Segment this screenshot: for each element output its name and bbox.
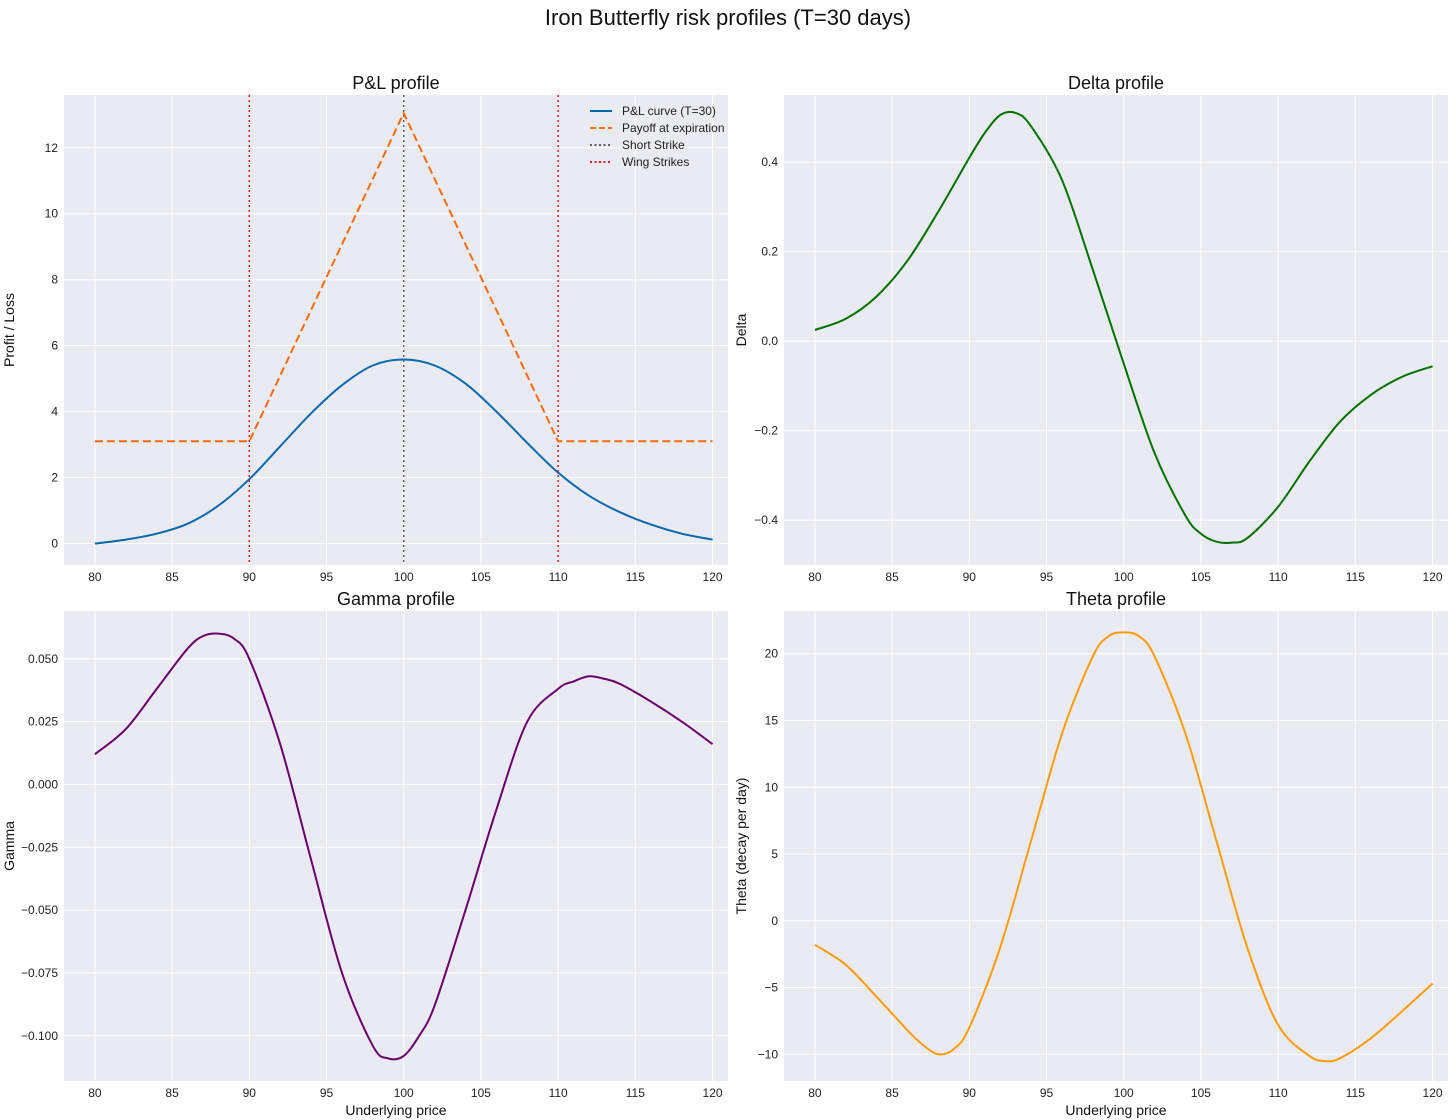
x-tick-label: 110: [1269, 1086, 1288, 1100]
x-tick-label: 115: [1346, 1086, 1365, 1100]
series-line: [94, 112, 713, 443]
x-tick-label: 100: [394, 570, 414, 584]
y-tick-label: 0: [51, 537, 58, 551]
y-tick-label: 0.0: [761, 334, 778, 348]
x-tick-label: 115: [1346, 570, 1365, 584]
x-tick-label: 105: [1191, 1086, 1211, 1100]
series-line: [94, 632, 714, 1061]
plot-area: [64, 95, 728, 565]
y-tick-label: 20: [765, 647, 779, 661]
plot-area: [784, 95, 1448, 565]
y-tick-label: −0.025: [21, 840, 58, 854]
series-line: [94, 358, 713, 545]
x-tick-label: 120: [703, 1086, 723, 1100]
y-tick-label: −0.100: [21, 1029, 58, 1043]
x-tick-label: 90: [243, 1086, 257, 1100]
x-tick-label: 80: [808, 570, 822, 584]
plot-area: [784, 611, 1448, 1081]
x-tick-label: 110: [1269, 570, 1288, 584]
y-tick-label: 15: [765, 713, 779, 727]
y-axis-label: Gamma: [1, 821, 17, 871]
x-tick-label: 85: [885, 1086, 899, 1100]
y-tick-label: 0.000: [28, 777, 58, 791]
y-tick-label: 10: [765, 780, 779, 794]
legend-label: Wing Strikes: [622, 155, 689, 169]
y-tick-label: 0.2: [761, 245, 778, 259]
panel-gamma: 80 85 90 95 100 105 110 115 120 −0.100 −0.075 −0.05…: [1, 589, 728, 1118]
y-tick-label: 2: [51, 471, 58, 485]
y-tick-label: 0.025: [28, 715, 58, 729]
y-tick-label: 4: [51, 405, 58, 419]
x-tick-label: 120: [1423, 1086, 1443, 1100]
axes-title: Delta profile: [1068, 73, 1164, 93]
x-tick-label: 95: [1040, 1086, 1054, 1100]
y-tick-label: 6: [51, 339, 58, 353]
x-tick-label: 100: [1114, 1086, 1134, 1100]
y-tick-label: −0.2: [754, 424, 778, 438]
x-tick-label: 80: [88, 570, 102, 584]
y-tick-label: −0.050: [21, 903, 58, 917]
legend-label: Payoff at expiration: [622, 121, 725, 135]
series-line: [814, 631, 1434, 1063]
legend-label: P&L curve (T=30): [622, 104, 716, 118]
x-tick-label: 105: [471, 1086, 491, 1100]
x-tick-label: 120: [1423, 570, 1443, 584]
y-tick-label: 0.4: [761, 155, 778, 169]
x-tick-label: 95: [320, 1086, 334, 1100]
x-tick-label: 115: [626, 1086, 645, 1100]
y-tick-label: −10: [758, 1047, 779, 1061]
x-tick-label: 115: [626, 570, 645, 584]
x-tick-label: 90: [243, 570, 257, 584]
x-tick-label: 105: [1191, 570, 1211, 584]
y-tick-label: −0.4: [754, 513, 778, 527]
y-tick-label: 0.050: [28, 652, 58, 666]
series-line: [814, 110, 1433, 544]
panel-theta: 80 85 90 95 100 105 110 115 120 −10 −5 0 5 10 15 20 Thet…: [733, 589, 1448, 1118]
y-axis-label: Theta (decay per day): [733, 778, 749, 915]
x-tick-label: 80: [808, 1086, 822, 1100]
y-tick-label: 5: [771, 847, 778, 861]
x-tick-label: 85: [165, 570, 179, 584]
x-tick-label: 85: [885, 570, 899, 584]
x-tick-label: 100: [394, 1086, 414, 1100]
legend-label: Short Strike: [622, 138, 685, 152]
panel-delta: 80 85 90 95 100 105 110 115 120 −0.4 −0.2 0.0 0.2 0.4…: [733, 73, 1448, 584]
y-tick-label: 8: [51, 273, 58, 287]
x-tick-label: 110: [549, 1086, 568, 1100]
x-axis-label: Underlying price: [345, 1102, 446, 1118]
axes-title: Theta profile: [1066, 589, 1166, 609]
y-tick-label: 0: [771, 914, 778, 928]
y-tick-label: −0.075: [21, 966, 58, 980]
x-tick-label: 80: [88, 1086, 102, 1100]
y-axis-label: Profit / Loss: [1, 293, 17, 367]
y-tick-label: 12: [45, 141, 59, 155]
figure-title: Iron Butterfly risk profiles (T=30 days): [545, 5, 911, 30]
x-axis-label: Underlying price: [1065, 1102, 1166, 1118]
y-tick-label: 10: [45, 207, 59, 221]
x-tick-label: 100: [1114, 570, 1134, 584]
x-tick-label: 85: [165, 1086, 179, 1100]
x-tick-label: 90: [963, 570, 977, 584]
x-tick-label: 95: [1040, 570, 1054, 584]
y-tick-label: −5: [764, 981, 778, 995]
x-tick-label: 95: [320, 570, 334, 584]
axes-title: P&L profile: [352, 73, 439, 93]
y-axis-label: Delta: [733, 313, 749, 346]
x-tick-label: 110: [549, 570, 568, 584]
x-tick-label: 90: [963, 1086, 977, 1100]
axes-title: Gamma profile: [337, 589, 455, 609]
x-tick-label: 105: [471, 570, 491, 584]
x-tick-label: 120: [703, 570, 723, 584]
plot-area: [64, 611, 728, 1081]
panel-pnl: 80 85 90 95 100 105 110 115 120 0 2 4 6 8 10 12 P&L prof…: [1, 73, 728, 584]
